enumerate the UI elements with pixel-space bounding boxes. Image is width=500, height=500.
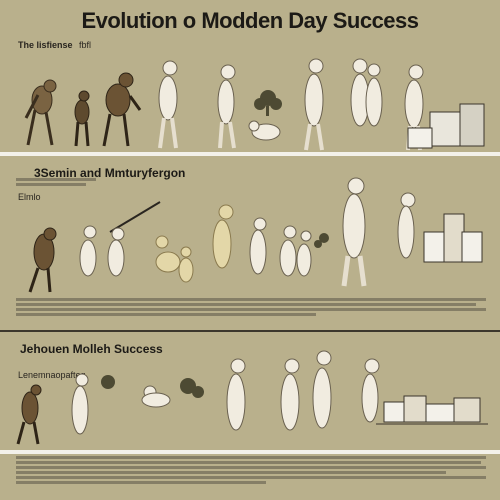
divider-bottom <box>0 450 500 454</box>
panel-2-label: 3Semin and Mmturyfergon <box>34 166 186 180</box>
spear-icon <box>109 201 161 233</box>
human-figure <box>226 350 380 431</box>
hominid-figure <box>158 60 178 149</box>
ape-figure <box>102 72 142 147</box>
hominid-figure <box>249 217 312 277</box>
hominid-figure <box>71 373 171 435</box>
building-icon <box>376 395 488 425</box>
hominid-figure <box>155 204 234 283</box>
ape-figure <box>24 79 57 146</box>
divider-mid <box>0 330 500 332</box>
panel-3-side-note: Lenemnaopafteg <box>18 370 86 380</box>
tree-icon <box>101 375 204 398</box>
building-icon <box>423 213 483 263</box>
ape-figure <box>74 90 90 147</box>
panel-2-textblock <box>16 296 486 318</box>
ape-figure <box>28 227 57 293</box>
human-figure <box>341 177 416 287</box>
ape-figure <box>16 384 42 445</box>
hominid-figure <box>79 225 125 277</box>
panel-3-label: Jehouen Molleh Success <box>20 342 163 356</box>
divider-top <box>0 152 500 156</box>
panel-1-label-suffix: fbfl <box>79 40 92 50</box>
panel-1-textblock <box>16 176 106 188</box>
hominid-figure <box>248 120 281 141</box>
panel-2-side-note: Elmlo <box>18 192 41 202</box>
human-figure <box>350 58 383 127</box>
tree-icon <box>314 233 329 248</box>
panel-1-label: The lisfiense fbfl <box>18 40 91 50</box>
tree-icon <box>254 90 282 116</box>
page-title: Evolution o Modden Day Success <box>81 8 419 33</box>
building-icon <box>407 103 485 149</box>
hominid-figure <box>217 64 236 149</box>
panel-1-label-text: The lisfiense <box>18 40 73 50</box>
panel-3-textblock <box>16 454 486 486</box>
human-figure <box>304 58 324 151</box>
